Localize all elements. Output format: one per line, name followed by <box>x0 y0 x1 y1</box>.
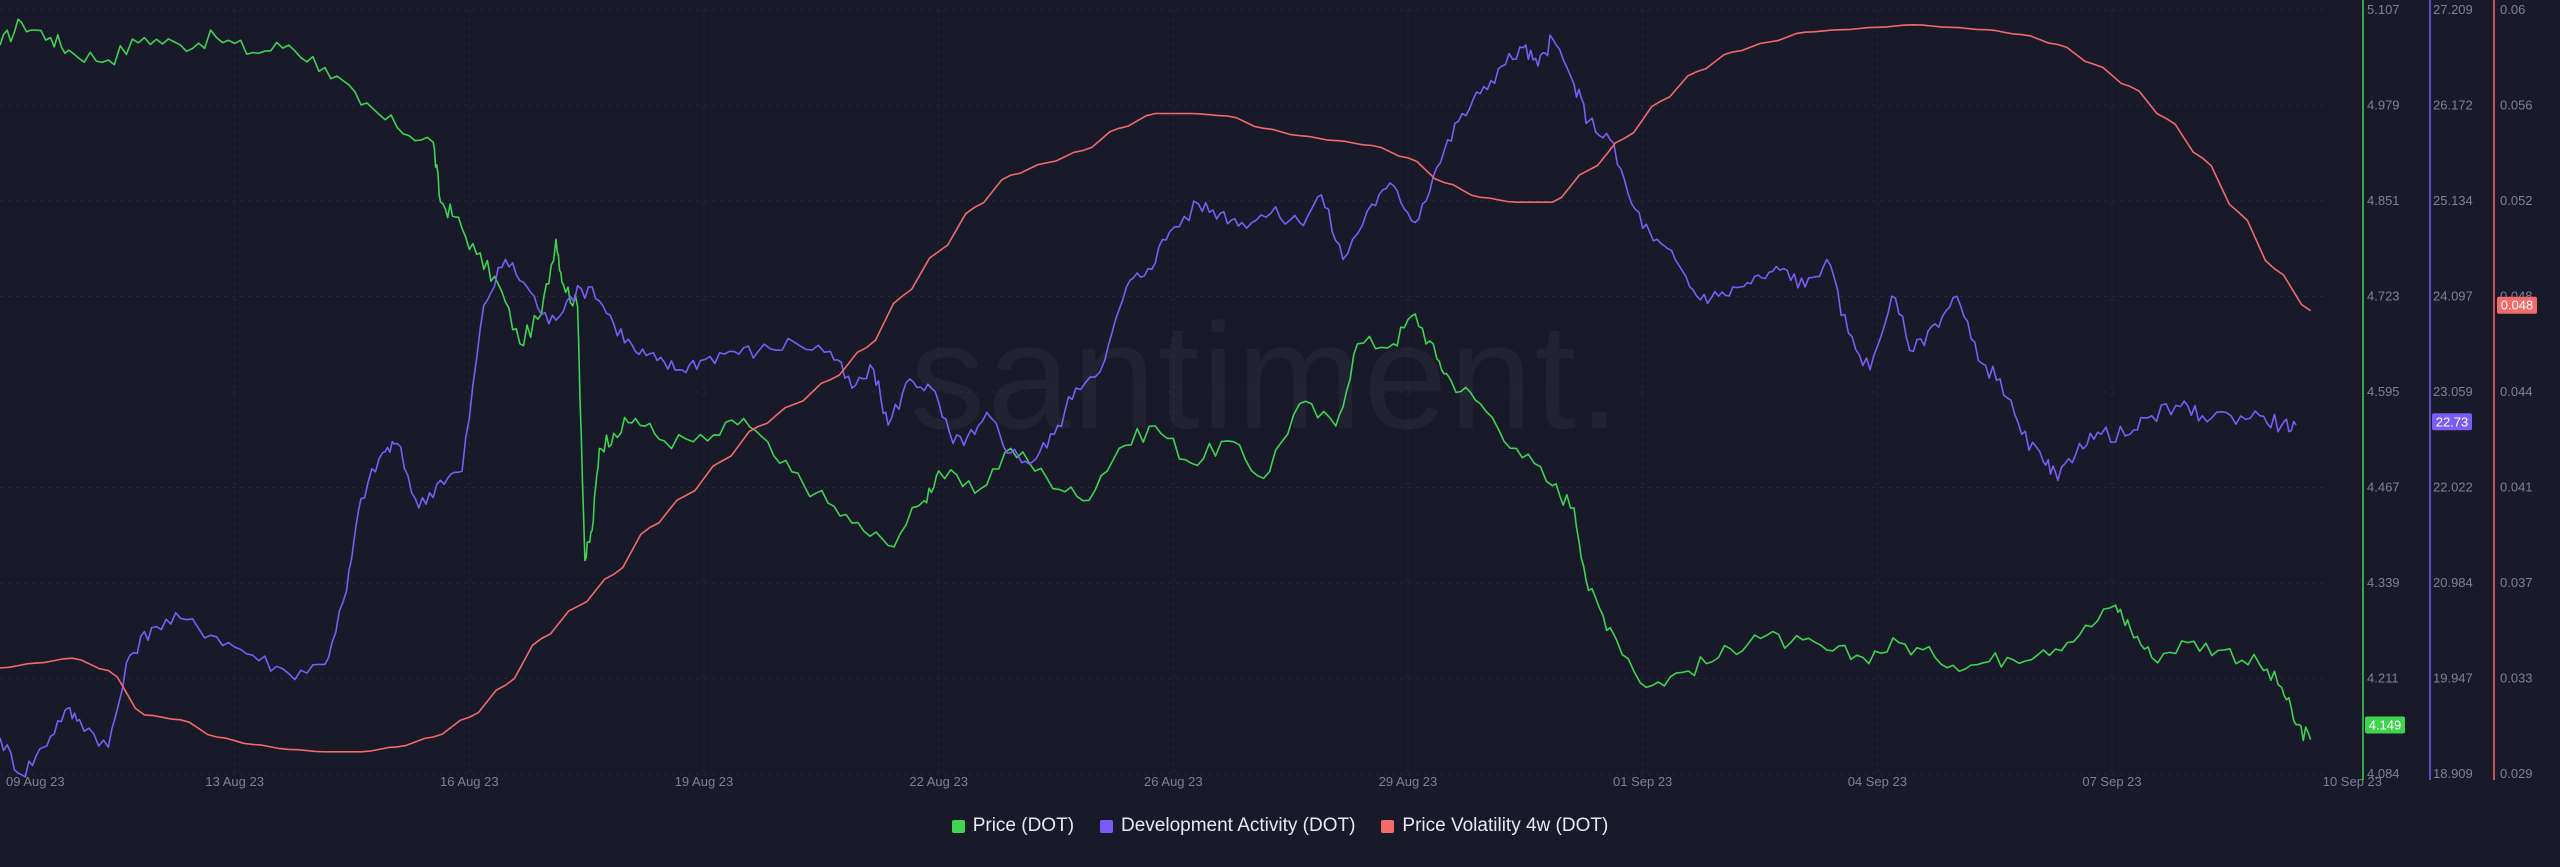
y-tick-label-price: 4.979 <box>2367 98 2400 113</box>
y-tick-label-dev: 23.059 <box>2433 384 2473 399</box>
x-tick-label: 16 Aug 23 <box>440 774 499 789</box>
y-tick-label-dev: 20.984 <box>2433 575 2473 590</box>
y-tick-label-vol: 0.044 <box>2500 384 2533 399</box>
y-tick-label-price: 4.084 <box>2367 766 2400 781</box>
badge-bg-price <box>2365 716 2405 734</box>
x-axis: 09 Aug 23 13 Aug 23 16 Aug 23 19 Aug 23 22 A… <box>6 774 2382 789</box>
y-tick-label-dev: 26.172 <box>2433 98 2473 113</box>
legend-item-price[interactable]: Price (DOT) <box>951 815 1075 837</box>
y-tick-label-vol: 0.033 <box>2500 671 2533 686</box>
legend-label-dev-activity: Development Activity (DOT) <box>1121 815 1356 836</box>
y-axis-vol: 0.06 0.056 0.052 0.048 0.044 0.041 0.037 0.033 0… <box>2493 0 2533 781</box>
current-value-badge-dev: 22.73 <box>2432 413 2472 431</box>
legend-item-dev-activity[interactable]: Development Activity (DOT) <box>1100 815 1355 837</box>
y-tick-label-price: 5.107 <box>2367 2 2400 17</box>
x-tick-label: 04 Sep 23 <box>1848 774 1907 789</box>
y-tick-label-vol: 0.041 <box>2500 480 2533 495</box>
series-line-price <box>0 18 2312 742</box>
y-tick-label-vol: 0.056 <box>2500 98 2533 113</box>
y-tick-label-price: 4.723 <box>2367 289 2400 304</box>
legend-label-price: Price (DOT) <box>972 815 1075 836</box>
y-tick-label-dev: 25.134 <box>2433 193 2473 208</box>
badge-bg-dev <box>2432 413 2472 431</box>
y-axis-price: 5.107 4.979 4.851 4.723 4.595 4.467 4.339 4.211… <box>2362 0 2400 781</box>
y-tick-label-dev: 24.097 <box>2433 289 2473 304</box>
x-tick-label: 01 Sep 23 <box>1613 774 1672 789</box>
legend-item-volatility[interactable]: Price Volatility 4w (DOT) <box>1381 815 1608 837</box>
legend-swatch-price <box>951 819 965 833</box>
y-tick-label-vol: 0.06 <box>2500 2 2525 17</box>
badge-bg-vol <box>2497 296 2537 314</box>
y-tick-label-price: 4.339 <box>2367 575 2400 590</box>
grid-lines <box>0 9 2325 775</box>
legend-swatch-volatility <box>1381 819 1395 833</box>
y-tick-label-vol: 0.037 <box>2500 575 2533 590</box>
x-tick-label: 10 Sep 23 <box>2323 774 2382 789</box>
series-line-volatility <box>0 24 2312 753</box>
y-tick-label-vol: 0.052 <box>2500 193 2533 208</box>
legend-swatch-dev-activity <box>1100 819 1114 833</box>
x-tick-label: 22 Aug 23 <box>909 774 968 789</box>
y-axis-dev: 27.209 26.172 25.134 24.097 23.059 22.022 20.9… <box>2429 0 2473 781</box>
x-tick-label: 09 Aug 23 <box>6 774 65 789</box>
x-tick-label: 29 Aug 23 <box>1379 774 1438 789</box>
y-tick-label-dev: 27.209 <box>2433 2 2473 17</box>
y-tick-label-price: 4.851 <box>2367 193 2400 208</box>
legend-label-volatility: Price Volatility 4w (DOT) <box>1402 815 1609 836</box>
current-value-badge-vol: 0.048 <box>2497 296 2537 314</box>
y-tick-label-dev: 22.022 <box>2433 480 2473 495</box>
badge-label-dev: 22.73 <box>2436 414 2469 429</box>
y-tick-label-price: 4.595 <box>2367 384 2400 399</box>
x-tick-label: 19 Aug 23 <box>675 774 734 789</box>
badge-label-vol: 0.048 <box>2501 298 2534 313</box>
y-tick-label-price: 4.211 <box>2367 671 2399 686</box>
badge-label-price: 4.149 <box>2369 717 2402 732</box>
y-tick-label-price: 4.467 <box>2367 480 2400 495</box>
x-tick-label: 07 Sep 23 <box>2082 774 2141 789</box>
x-tick-label: 26 Aug 23 <box>1144 774 1203 789</box>
watermark: santiment. <box>910 290 1622 463</box>
y-tick-label-dev: 18.909 <box>2433 766 2473 781</box>
x-tick-label: 13 Aug 23 <box>205 774 264 789</box>
legend: Price (DOT) Development Activity (DOT) P… <box>0 815 2560 837</box>
y-tick-label-dev: 19.947 <box>2433 671 2473 686</box>
y-tick-label-vol: 0.029 <box>2500 766 2533 781</box>
series-line-dev-activity <box>0 34 2297 778</box>
current-value-badge-price: 4.149 <box>2365 716 2405 734</box>
